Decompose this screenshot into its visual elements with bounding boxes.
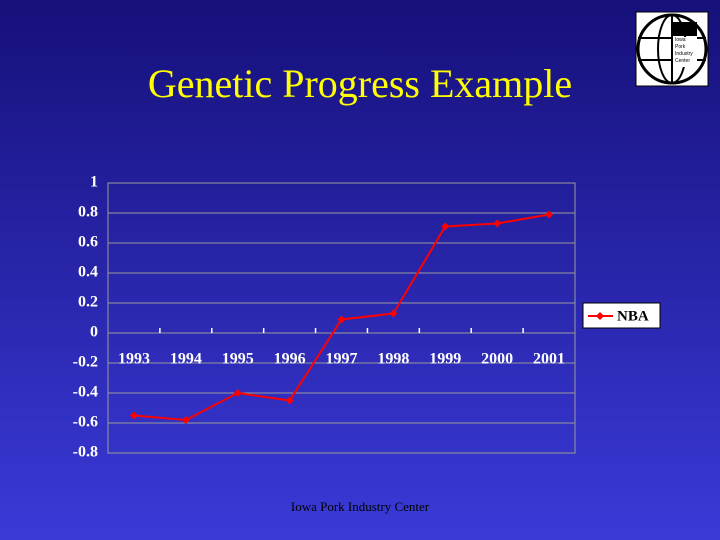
logo-text: Center bbox=[675, 58, 690, 64]
legend-label: NBA bbox=[617, 308, 649, 324]
marker bbox=[389, 309, 398, 318]
marker bbox=[233, 389, 242, 397]
slide-title: Genetic Progress Example bbox=[148, 61, 572, 106]
x-tick-label: 1993 bbox=[118, 351, 150, 368]
x-tick-label: 1998 bbox=[377, 351, 409, 368]
x-tick-label: 1994 bbox=[170, 351, 202, 368]
y-tick-label: -0.6 bbox=[73, 414, 98, 431]
y-tick-label: -0.2 bbox=[73, 354, 98, 371]
x-tick-label: 1999 bbox=[429, 351, 461, 368]
x-tick-label: 1995 bbox=[222, 351, 254, 368]
logo-text: Industry bbox=[675, 51, 693, 57]
y-tick-label: 0.2 bbox=[78, 294, 98, 311]
legend-marker bbox=[596, 312, 604, 320]
y-tick-label: 0.8 bbox=[78, 204, 98, 221]
marker bbox=[493, 219, 502, 228]
logo-pig bbox=[671, 22, 697, 36]
logo-text: Pork bbox=[675, 44, 686, 50]
logo-label-bg bbox=[673, 37, 697, 67]
marker bbox=[337, 315, 346, 324]
x-tick-label: 2001 bbox=[533, 351, 565, 368]
y-tick-label: 0.4 bbox=[78, 264, 98, 281]
x-tick-label: 1996 bbox=[274, 351, 306, 368]
x-tick-label: 2000 bbox=[481, 351, 513, 368]
marker bbox=[181, 416, 190, 424]
y-tick-label: 0 bbox=[90, 324, 98, 341]
y-tick-label: 1 bbox=[90, 174, 98, 191]
y-tick-label: -0.4 bbox=[73, 384, 98, 401]
y-tick-label: -0.8 bbox=[73, 444, 98, 461]
x-tick-label: 1997 bbox=[326, 351, 358, 368]
marker bbox=[441, 222, 450, 231]
marker bbox=[285, 396, 294, 405]
marker bbox=[129, 411, 138, 420]
marker bbox=[545, 210, 554, 219]
y-tick-label: 0.6 bbox=[78, 234, 98, 251]
logo-text: Iowa bbox=[675, 37, 686, 43]
footer: Iowa Pork Industry Center bbox=[291, 499, 430, 514]
